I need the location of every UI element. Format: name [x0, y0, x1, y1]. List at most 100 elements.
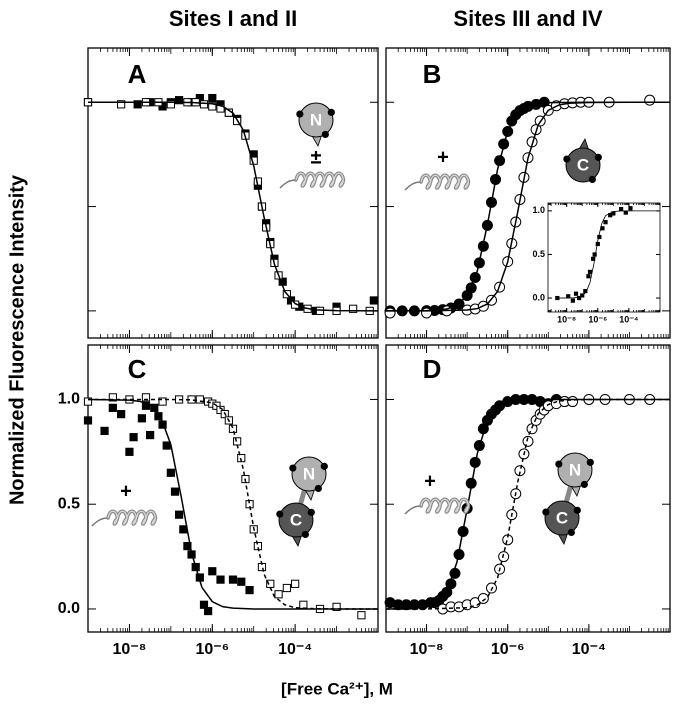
data-point [357, 611, 366, 620]
y-tick-label: 1.0 [58, 391, 80, 408]
domain-label: C [290, 510, 302, 529]
data-point [195, 93, 204, 103]
data-point [146, 430, 155, 440]
data-point [228, 575, 238, 584]
panel-frame [87, 344, 379, 633]
panel-frame [385, 344, 671, 633]
calcium-dot [580, 480, 588, 489]
helix-highlight [420, 498, 470, 513]
data-point [208, 102, 217, 111]
calcium-dot [555, 460, 563, 468]
data-point [158, 397, 167, 406]
data-point [174, 96, 184, 105]
data-point [233, 437, 242, 446]
x-tick-label: 10⁻⁴ [572, 641, 606, 658]
calcium-dot [588, 175, 596, 184]
data-point [204, 606, 213, 616]
data-point [628, 206, 633, 211]
fit-curve [386, 398, 670, 610]
binding-sign: + [120, 480, 132, 502]
data-point [208, 93, 217, 103]
x-tick-label: 10⁻⁸ [113, 641, 147, 658]
domain [544, 500, 580, 536]
domain-label: N [303, 464, 315, 483]
data-point [586, 274, 591, 279]
data-point [332, 602, 341, 611]
x-tick-label: 10⁻⁶ [491, 641, 525, 658]
calcium-dot [307, 508, 315, 516]
data-point [282, 583, 291, 593]
x-tick-label: 10⁻⁶ [195, 641, 229, 658]
data-point [208, 567, 217, 576]
panel-letter: C [128, 354, 147, 384]
y-tick-label: 0.0 [532, 292, 545, 302]
data-point [291, 579, 300, 588]
data-point [349, 304, 358, 313]
data-point [154, 412, 163, 421]
data-point [117, 100, 126, 109]
domain [298, 102, 334, 138]
calcium-dot [563, 155, 571, 163]
data-point [587, 269, 593, 274]
domain-label: C [556, 508, 568, 527]
data-point [141, 401, 151, 410]
data-point [245, 586, 254, 595]
data-point [216, 104, 225, 113]
calcium-dot [276, 510, 284, 518]
calcium-dot [314, 484, 322, 493]
domain [291, 456, 327, 492]
binding-sign: ± [311, 146, 322, 168]
fit-curve [558, 210, 660, 299]
y-axis-label: Normalized Fluorescence Intensity [6, 174, 28, 505]
domain [565, 147, 601, 183]
data-point [174, 510, 184, 519]
data-point [166, 468, 175, 477]
data-point [179, 525, 188, 534]
y-tick-label: 1.0 [532, 205, 545, 215]
data-point [199, 600, 209, 609]
data-point [150, 403, 159, 412]
domain-label: C [577, 155, 589, 174]
data-point [100, 426, 109, 435]
data-point [603, 220, 608, 225]
panel-letter: D [423, 354, 442, 384]
helix-highlight [420, 174, 470, 189]
data-point [162, 441, 171, 450]
data-point [133, 100, 142, 109]
x-axis-label: [Free Ca²⁺], M [281, 679, 393, 698]
data-point [522, 435, 534, 447]
fit-curve [88, 398, 378, 610]
data-point [108, 403, 117, 412]
data-point [592, 252, 597, 257]
data-point [237, 577, 246, 586]
data-point [166, 100, 175, 109]
data-point [573, 291, 579, 296]
data-point [477, 592, 489, 604]
data-point [286, 296, 296, 305]
data-point [195, 395, 204, 404]
helix-highlight [295, 172, 345, 187]
calcium-dot [320, 462, 328, 470]
y-tick-label: 0.5 [58, 495, 80, 512]
data-point [216, 575, 225, 584]
calcium-dot [542, 508, 550, 516]
fit-curve [88, 101, 379, 312]
calcium-dot [573, 506, 581, 514]
data-point [170, 487, 180, 496]
data-point [421, 307, 433, 319]
x-tick-label: 10⁻⁶ [588, 314, 607, 324]
data-point [619, 207, 624, 212]
x-tick-label: 10⁻⁴ [619, 314, 638, 324]
column-title: Sites I and II [169, 6, 297, 31]
calcium-dot [327, 108, 335, 116]
calcium-dot [567, 528, 575, 537]
calcium-dot [321, 130, 329, 139]
data-point [369, 296, 378, 305]
x-tick-label: 10⁻⁴ [278, 641, 312, 658]
panel-frame [87, 47, 379, 339]
data-point [567, 396, 579, 408]
data-point [137, 414, 146, 423]
data-point [274, 590, 283, 599]
calcium-dot [594, 153, 602, 161]
